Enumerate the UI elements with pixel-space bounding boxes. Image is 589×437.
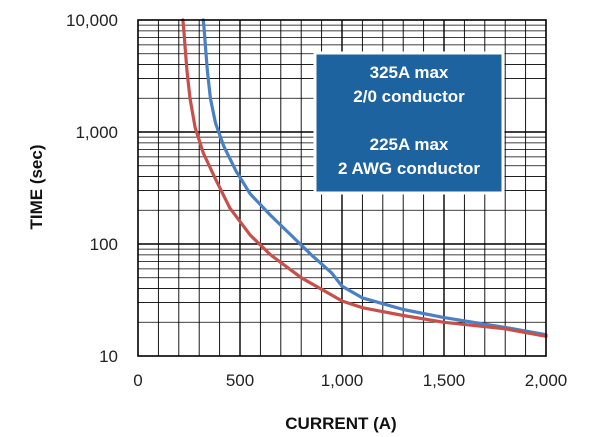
y-tick-label: 10: [99, 347, 118, 366]
x-tick-label: 2,000: [525, 371, 568, 390]
series-line-2: [181, 18, 548, 338]
annotation-line-2: 2/0 conductor: [353, 87, 465, 106]
x-tick-label: 0: [133, 371, 142, 390]
x-axis-title: CURRENT (A): [285, 414, 396, 433]
annotation-line-5: 2 AWG conductor: [338, 159, 480, 178]
x-tick-label: 1,000: [321, 371, 364, 390]
y-tick-label: 10,000: [66, 11, 118, 30]
annotation-line-1: 325A max: [370, 63, 449, 82]
annotation-box: 325A max 2/0 conductor 225A max 2 AWG co…: [313, 51, 505, 195]
y-tick-label: 1,000: [75, 123, 118, 142]
y-axis-title: TIME (sec): [27, 144, 46, 229]
series-line-1: [201, 18, 548, 337]
x-tick-label: 1,500: [423, 371, 466, 390]
x-tick-label: 500: [226, 371, 254, 390]
y-tick-label: 100: [90, 235, 118, 254]
annotation-line-4: 225A max: [370, 135, 449, 154]
plot-frame: [137, 19, 547, 357]
tick-labels: 0 500 1,000 1,500 2,000 10 100 1,000 10,000: [66, 11, 567, 390]
chart-series: [181, 18, 548, 338]
